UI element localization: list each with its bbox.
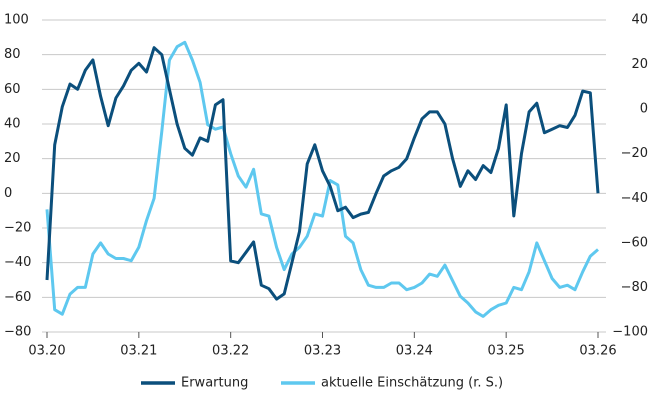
y2-tick-label: 40 — [631, 13, 648, 28]
y-tick-label: −40 — [4, 255, 31, 270]
y-tick-label: 100 — [4, 13, 29, 28]
y2-tick-label: −40 — [621, 191, 648, 206]
y-tick-label: 80 — [4, 47, 21, 62]
x-tick-label: 03.20 — [28, 344, 65, 359]
legend-label: aktuelle Einschätzung (r. S.) — [321, 376, 503, 391]
legend-label: Erwartung — [181, 376, 248, 391]
x-tick-label: 03.24 — [396, 344, 433, 359]
y-tick-label: −80 — [4, 325, 31, 340]
x-tick-label: 03.21 — [120, 344, 157, 359]
y2-tick-label: −100 — [612, 325, 648, 340]
series-line — [45, 46, 600, 301]
y-tick-label: −20 — [4, 221, 31, 236]
x-tick-label: 03.22 — [212, 344, 249, 359]
y2-tick-label: 20 — [631, 57, 648, 72]
y2-tick-label: −60 — [621, 235, 648, 250]
x-tick-label: 03.23 — [304, 344, 341, 359]
x-tick-label: 03.26 — [579, 344, 616, 359]
y-tick-label: −60 — [4, 290, 31, 305]
y2-tick-label: 0 — [640, 102, 648, 117]
y2-tick-label: −80 — [621, 280, 648, 295]
y-tick-label: 40 — [4, 117, 21, 132]
y2-tick-label: −20 — [621, 146, 648, 161]
series-line — [45, 40, 599, 318]
x-tick-label: 03.25 — [488, 344, 525, 359]
y-tick-label: 20 — [4, 151, 21, 166]
y-tick-label: 60 — [4, 82, 21, 97]
y-tick-label: 0 — [4, 186, 12, 201]
